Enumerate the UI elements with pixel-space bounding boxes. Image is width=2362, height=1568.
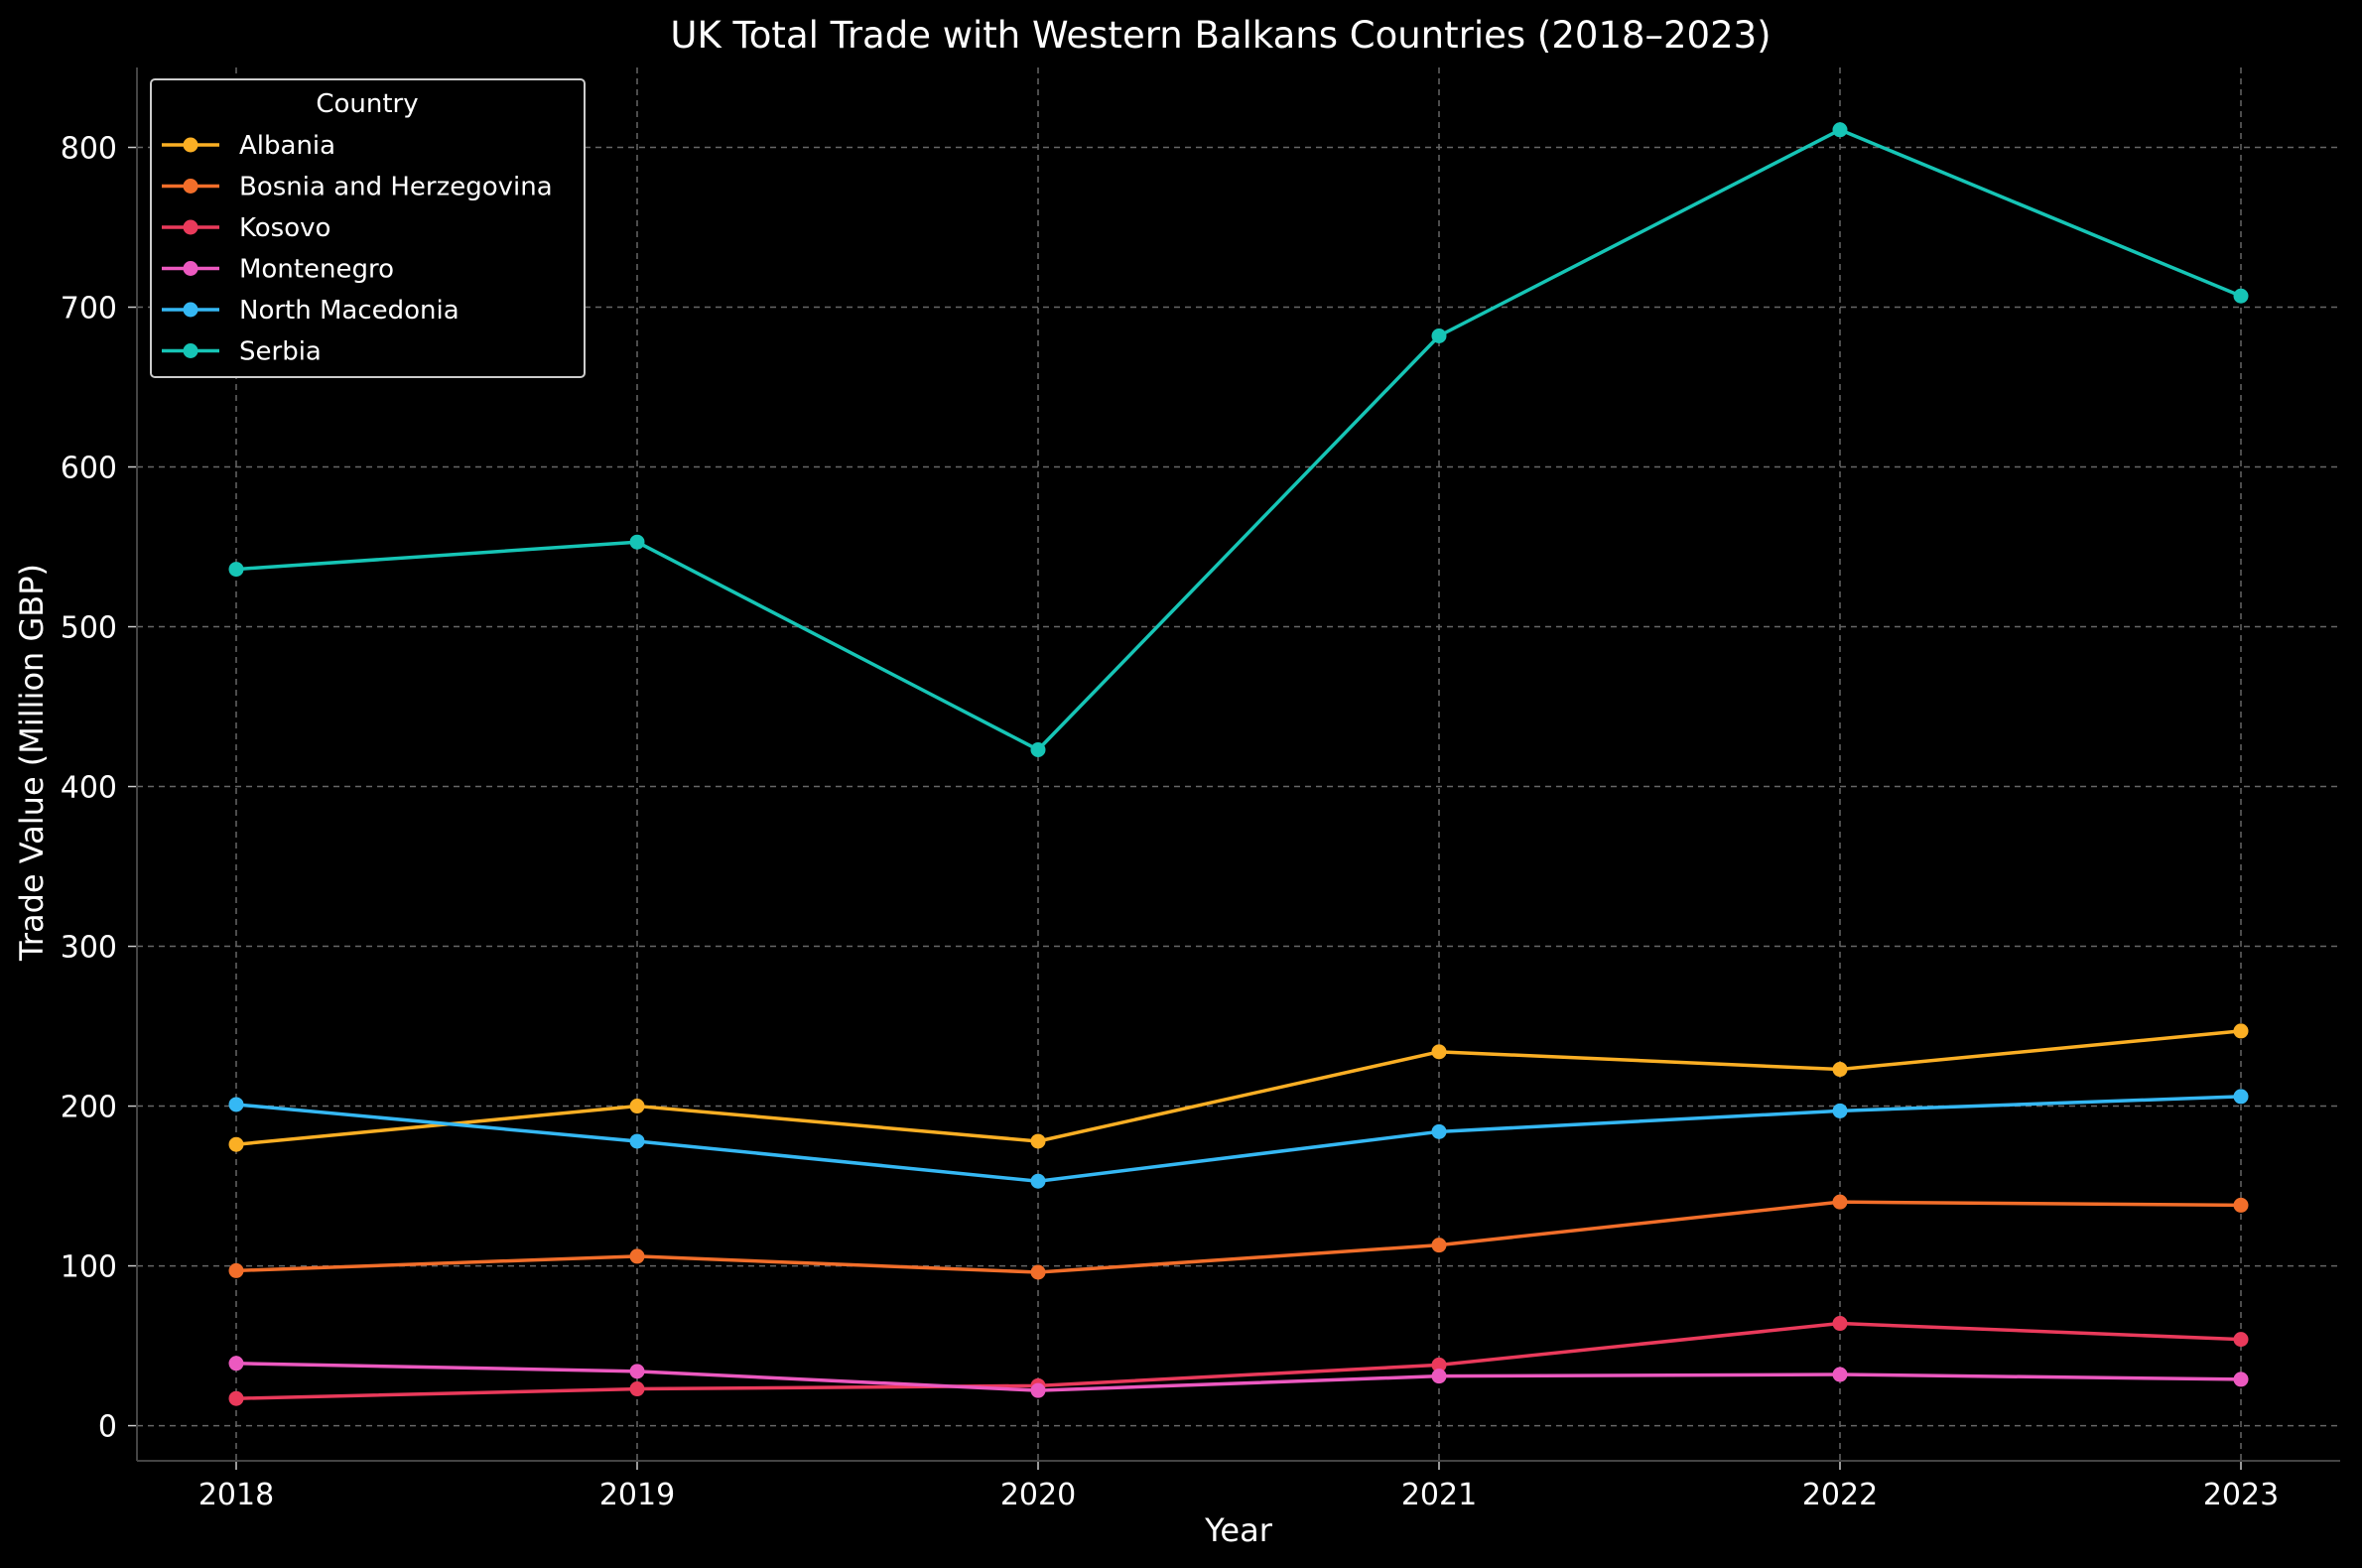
data-point [228, 1262, 244, 1278]
tick-labels: 2018 2019 2020 2021 2022 2023 0 100 200 300 400 500… [61, 132, 2279, 1512]
legend-swatch-marker [183, 219, 198, 235]
data-point [629, 1381, 645, 1397]
legend-swatch-marker [183, 261, 198, 276]
data-point [1431, 327, 1447, 343]
x-tick-label: 2019 [599, 1478, 675, 1512]
legend-item: Montenegro [162, 255, 394, 285]
x-tick-label: 2020 [1000, 1478, 1076, 1512]
legend-label: Serbia [239, 337, 322, 367]
legend-item: Bosnia and Herzegovina [162, 173, 553, 202]
data-point [629, 1133, 645, 1149]
x-tick-label: 2022 [1802, 1478, 1878, 1512]
data-point [1431, 1044, 1447, 1060]
series-bosnia-and-herzegovina [228, 1194, 2249, 1280]
y-tick-label: 600 [61, 452, 117, 486]
data-point [1832, 1316, 1848, 1332]
data-point [1431, 1238, 1447, 1253]
y-tick-label: 700 [61, 292, 117, 327]
series-line [235, 1200, 2242, 1274]
series-line [235, 1321, 2242, 1400]
y-tick-label: 300 [61, 931, 117, 966]
legend-label: North Macedonia [239, 296, 459, 326]
legend-item: North Macedonia [162, 296, 459, 326]
legend-label: Kosovo [239, 213, 330, 243]
series-line [235, 128, 2242, 752]
y-axis-label: Trade Value (Million GBP) [13, 564, 51, 962]
data-point [2233, 1332, 2249, 1348]
x-tick-label: 2021 [1401, 1478, 1477, 1512]
x-tick-label: 2023 [2203, 1478, 2279, 1512]
series-line [235, 1029, 2242, 1146]
data-point [2233, 1023, 2249, 1039]
legend-item: Albania [162, 131, 335, 161]
data-point [228, 1390, 244, 1406]
legend-swatch-marker [183, 302, 198, 318]
data-point [629, 1364, 645, 1379]
data-point [228, 562, 244, 578]
plot-series [228, 122, 2249, 1406]
legend-swatch-marker [183, 137, 198, 153]
chart-title: UK Total Trade with Western Balkans Coun… [670, 14, 1771, 57]
data-point [1030, 1173, 1046, 1189]
legend-swatch-marker [183, 343, 198, 358]
legend-label: Albania [239, 131, 335, 161]
legend: Country Albania Bosnia and Herzegovina Kos… [150, 78, 586, 378]
legend-label: Bosnia and Herzegovina [239, 173, 553, 202]
y-tick-label: 100 [61, 1250, 117, 1285]
legend-swatch-marker [183, 179, 198, 194]
data-point [1431, 1123, 1447, 1139]
axes [128, 67, 2340, 1470]
legend-label: Montenegro [239, 255, 394, 285]
data-point [2233, 1089, 2249, 1105]
data-point [629, 534, 645, 550]
data-point [1431, 1357, 1447, 1372]
series-line [235, 1095, 2242, 1183]
data-point [1832, 1062, 1848, 1078]
data-point [629, 1099, 645, 1114]
data-point [2233, 288, 2249, 304]
y-tick-label: 800 [61, 132, 117, 167]
legend-title: Country [316, 89, 418, 119]
legend-box [150, 78, 586, 378]
data-point [1030, 1133, 1046, 1149]
y-tick-label: 0 [98, 1410, 117, 1445]
data-point [2233, 1372, 2249, 1387]
x-tick-label: 2018 [198, 1478, 274, 1512]
series-serbia [228, 122, 2249, 758]
legend-item: Kosovo [162, 213, 330, 243]
y-tick-label: 400 [61, 771, 117, 806]
data-point [1832, 1103, 1848, 1118]
legend-item: Serbia [162, 337, 322, 367]
series-north-macedonia [228, 1089, 2249, 1189]
y-tick-label: 200 [61, 1091, 117, 1125]
data-point [1030, 1382, 1046, 1398]
x-axis-label: Year [1204, 1511, 1273, 1549]
data-point [228, 1097, 244, 1112]
y-tick-label: 500 [61, 611, 117, 646]
series-line [235, 1362, 2242, 1392]
series-albania [228, 1023, 2249, 1152]
data-point [1030, 742, 1046, 758]
data-point [1832, 1194, 1848, 1210]
data-point [1030, 1264, 1046, 1280]
data-point [228, 1356, 244, 1372]
data-point [228, 1136, 244, 1152]
series-montenegro [228, 1356, 2249, 1398]
data-point [1832, 1367, 1848, 1382]
data-point [1832, 122, 1848, 138]
data-point [1431, 1369, 1447, 1384]
data-point [2233, 1197, 2249, 1213]
data-point [629, 1248, 645, 1264]
